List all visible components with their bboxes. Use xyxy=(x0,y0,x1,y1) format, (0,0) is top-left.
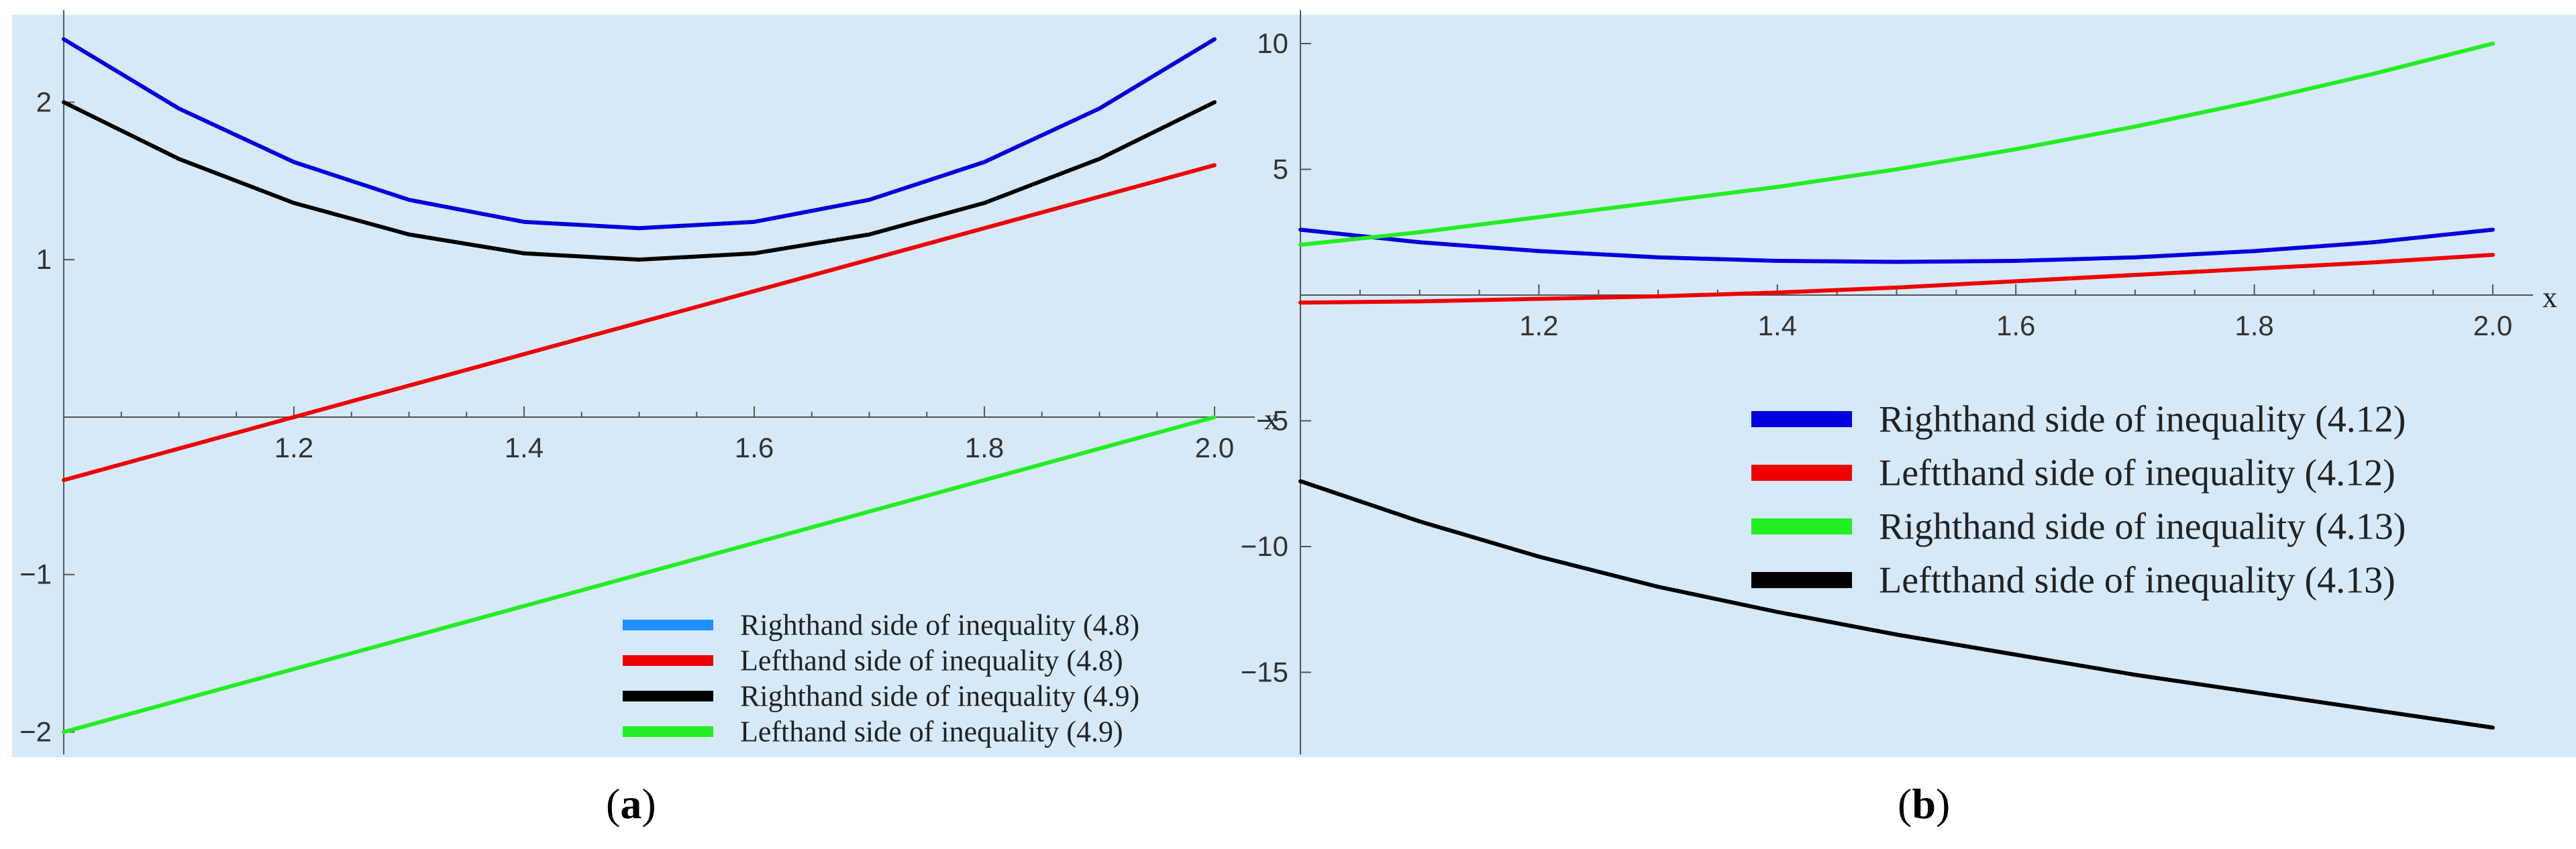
series-line-4 xyxy=(62,414,1217,734)
panel-b-background xyxy=(1295,15,2576,757)
x-axis-label: x xyxy=(2542,281,2557,314)
caption-b-label: b xyxy=(1912,780,1936,828)
x-axis-label: x xyxy=(1264,403,1279,436)
legend-label-1: Righthand side of inequality (4.8) xyxy=(740,609,1139,642)
series-line-3 xyxy=(62,100,1217,262)
panel-b: x 1.2 1.4 1.6 1.8 2.0 10 5 −5 −10 −15 Righthand sid… xyxy=(1241,10,2576,757)
y-tick-label: 2 xyxy=(36,86,52,117)
y-tick-label: 5 xyxy=(1273,154,1288,185)
x-tick-label: 1.4 xyxy=(1758,310,1797,341)
legend-label-3: Righthand side of inequality (4.13) xyxy=(1879,506,2406,547)
x-tick-label: 2.0 xyxy=(2473,310,2512,341)
panel-a-background xyxy=(12,15,1297,757)
legend-label-2: Lefthand side of inequality (4.8) xyxy=(740,644,1123,677)
legend-label-3: Righthand side of inequality (4.9) xyxy=(740,680,1139,713)
caption-b: (b) xyxy=(1898,780,1951,828)
series-line-1 xyxy=(1298,227,2495,264)
legend-label-2: Leftthand side of inequality (4.12) xyxy=(1879,452,2395,494)
panel-a: x 1.2 1.4 1.6 1.8 2.0 2 1 −1 −2 Righthand side of … xyxy=(12,10,1297,757)
legend-label-4: Leftthand side of inequality (4.13) xyxy=(1879,559,2395,601)
y-tick-label: 10 xyxy=(1257,27,1288,59)
legend-label-1: Righthand side of inequality (4.12) xyxy=(1879,398,2406,440)
y-tick-label: −15 xyxy=(1241,657,1288,688)
legend-label-4: Lefthand side of inequality (4.9) xyxy=(740,716,1123,748)
y-tick-label: −1 xyxy=(19,559,52,590)
y-tick-label: −5 xyxy=(1256,405,1288,437)
caption-a-label: a xyxy=(620,780,642,828)
y-tick-label: −2 xyxy=(19,716,52,748)
x-tick-label: 1.4 xyxy=(505,432,544,463)
y-tick-label: −10 xyxy=(1241,530,1288,562)
series-line-4 xyxy=(1298,479,2495,730)
series-line-3 xyxy=(1298,42,2495,247)
y-tick-label: 1 xyxy=(36,243,52,275)
series-line-1 xyxy=(62,37,1217,231)
x-tick-label: 2.0 xyxy=(1195,432,1234,463)
x-tick-label: 1.6 xyxy=(1996,310,2035,341)
x-tick-label: 1.2 xyxy=(1519,310,1558,341)
x-tick-label: 1.8 xyxy=(2234,310,2273,341)
x-tick-label: 1.6 xyxy=(735,432,774,463)
caption-a: (a) xyxy=(606,780,656,828)
series-line-2 xyxy=(62,163,1217,482)
x-tick-label: 1.8 xyxy=(965,432,1004,463)
series-line-2 xyxy=(1298,253,2495,305)
x-tick-label: 1.2 xyxy=(274,432,313,463)
